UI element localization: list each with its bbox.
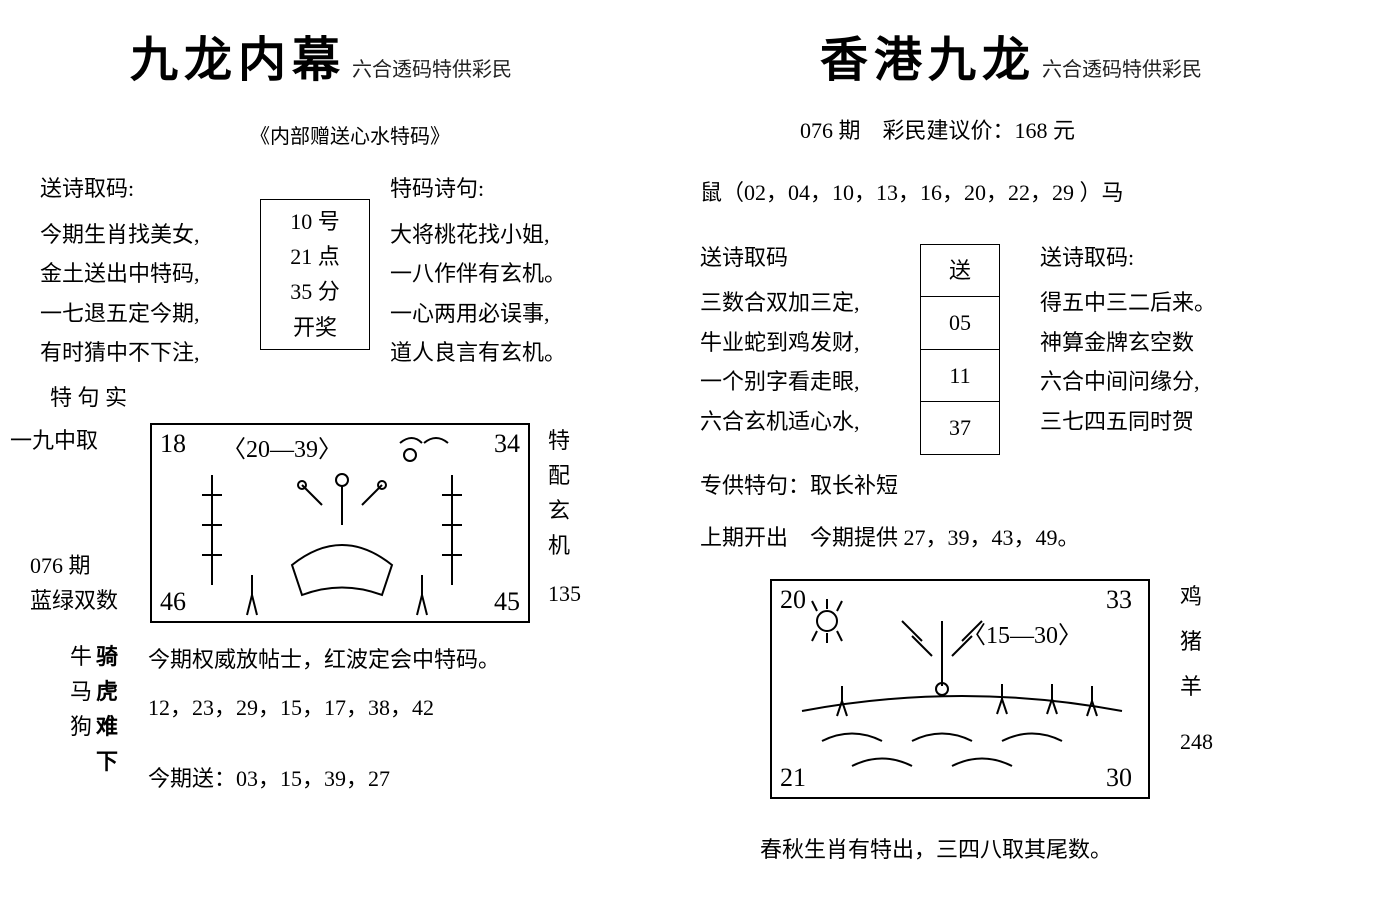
left-panel: 九龙内幕 六合透码特供彩民 《内部赠送心水特码》 送诗取码: 今期生肖找美女, … xyxy=(30,0,670,800)
side-char: 特 xyxy=(548,423,581,458)
left-title-row: 九龙内幕 六合透码特供彩民 xyxy=(130,20,670,90)
poem-line: 一七退五定今期, xyxy=(40,294,260,334)
send-line: 今期送：03，15，39，27 xyxy=(148,758,500,800)
poem-line: 一八作伴有玄机。 xyxy=(390,254,650,294)
poem-line: 今期生肖找美女, xyxy=(40,215,260,255)
r-poem-left: 送诗取码 三数合双加三定, 牛业蛇到鸡发财, 一个别字看走眼, 六合玄机适心水, xyxy=(700,238,920,455)
cell: 11 xyxy=(921,350,999,403)
poem-line: 三七四五同时贺 xyxy=(1040,402,1300,442)
z: 马 xyxy=(70,674,92,709)
zodiac-pair: 牛 马 狗 骑 虎 难 下 xyxy=(70,639,118,780)
tip-numbers: 12，23，29，15，17，38，42 xyxy=(148,687,500,729)
side-text: 蓝绿双数 xyxy=(30,583,150,618)
left-drawing: 18 34 46 45 〈20—39〉 xyxy=(150,423,530,623)
lottery-time-box: 10 号 21 点 35 分 开奖 xyxy=(260,199,370,350)
side-char: 玄 xyxy=(548,493,581,528)
cell: 05 xyxy=(921,297,999,350)
left-bottom-row: 牛 马 狗 骑 虎 难 下 今期权威放帖士，红波定会中特码。 12，23，29，… xyxy=(30,639,670,800)
zodiac-numbers: 鼠（02，04，10，13，16，20，22，29 ）马 xyxy=(700,172,1360,214)
left-poems: 送诗取码: 今期生肖找美女, 金土送出中特码, 一七退五定今期, 有时猜中不下注… xyxy=(40,169,670,373)
left-poem-col: 送诗取码: 今期生肖找美女, 金土送出中特码, 一七退五定今期, 有时猜中不下注… xyxy=(40,169,260,373)
r-poem-left-h: 送诗取码 xyxy=(700,238,920,278)
side-num: 135 xyxy=(548,576,581,611)
period-label: 076 期 xyxy=(30,548,150,583)
poem-line: 牛业蛇到鸡发财, xyxy=(700,323,920,363)
left-drawing-row: 一九中取 076 期 蓝绿双数 18 34 46 45 〈20—39〉 xyxy=(30,423,670,623)
left-center-box-col: 10 号 21 点 35 分 开奖 xyxy=(260,169,370,373)
side-char: 羊 xyxy=(1180,669,1213,704)
right-drawing-row: 20 33 21 30 〈15—30〉 xyxy=(770,579,1360,799)
pair-a: 牛 马 狗 xyxy=(70,639,92,780)
side-num: 248 xyxy=(1180,724,1213,759)
te-ju-shi: 特 句 实 xyxy=(50,377,670,419)
z: 牛 xyxy=(70,639,92,674)
side-char: 猪 xyxy=(1180,624,1213,659)
side-char: 配 xyxy=(548,458,581,493)
right-drawing-sidebar: 鸡 猪 羊 248 xyxy=(1180,579,1213,760)
right-title-sub: 六合透码特供彩民 xyxy=(1042,53,1202,82)
left-tips: 今期权威放帖士，红波定会中特码。 12，23，29，15，17，38，42 今期… xyxy=(148,639,500,800)
left-drawing-sidebar-left: 一九中取 076 期 蓝绿双数 xyxy=(30,423,150,619)
poem-line: 大将桃花找小姐, xyxy=(390,215,650,255)
poem-line: 神算金牌玄空数 xyxy=(1040,323,1300,363)
left-title: 九龙内幕 xyxy=(130,20,346,90)
z: 狗 xyxy=(70,709,92,744)
right-poem-header: 特码诗句: xyxy=(390,169,650,209)
z: 骑 xyxy=(96,639,118,674)
box-line: 35 分 xyxy=(271,274,359,309)
right-poem-col: 特码诗句: 大将桃花找小姐, 一八作伴有玄机。 一心两用必误事, 道人良言有玄机… xyxy=(390,169,650,373)
poem-line: 三数合双加三定, xyxy=(700,283,920,323)
send-table: 送 05 11 37 xyxy=(920,244,1000,455)
poem-line: 道人良言有玄机。 xyxy=(390,333,650,373)
right-drawing: 20 33 21 30 〈15—30〉 xyxy=(770,579,1150,799)
left-drawing-sidebar-right: 特 配 玄 机 135 xyxy=(548,423,581,611)
side-text: 一九中取 xyxy=(10,423,150,458)
right-panel: 香港九龙 六合透码特供彩民 076 期 彩民建议价：168 元 鼠（02，04，… xyxy=(680,0,1360,870)
poem-line: 一个别字看走眼, xyxy=(700,362,920,402)
poem-line: 得五中三二后来。 xyxy=(1040,283,1300,323)
side-char: 机 xyxy=(548,528,581,563)
poem-line: 六合玄机适心水, xyxy=(700,402,920,442)
right-title: 香港九龙 xyxy=(820,20,1036,90)
tip-line: 今期权威放帖士，红波定会中特码。 xyxy=(148,639,500,681)
r-mid-col: 送 05 11 37 xyxy=(920,238,1020,455)
prev-line: 上期开出 今期提供 27，39，43，49。 xyxy=(700,517,1360,559)
sketch-svg xyxy=(152,425,532,625)
cell: 送 xyxy=(921,245,999,298)
r-poem-right-h: 送诗取码: xyxy=(1040,238,1300,278)
sketch-svg xyxy=(772,581,1152,801)
z: 难 xyxy=(96,709,118,744)
poem-line: 一心两用必误事, xyxy=(390,294,650,334)
box-line: 21 点 xyxy=(271,239,359,274)
z: 虎 xyxy=(96,674,118,709)
poem-line: 金土送出中特码, xyxy=(40,254,260,294)
poem-line: 六合中间问缘分, xyxy=(1040,362,1300,402)
r-poem-right: 送诗取码: 得五中三二后来。 神算金牌玄空数 六合中间问缘分, 三七四五同时贺 xyxy=(1040,238,1300,455)
poem-line: 有时猜中不下注, xyxy=(40,333,260,373)
cell: 37 xyxy=(921,402,999,454)
right-period: 076 期 彩民建议价：168 元 xyxy=(800,110,1360,152)
side-char: 鸡 xyxy=(1180,579,1213,614)
left-title-sub: 六合透码特供彩民 xyxy=(352,53,512,82)
special-line: 专供特句：取长补短 xyxy=(700,465,1360,507)
right-poems: 送诗取码 三数合双加三定, 牛业蛇到鸡发财, 一个别字看走眼, 六合玄机适心水,… xyxy=(700,238,1360,455)
right-bottom-line: 春秋生肖有特出，三四八取其尾数。 xyxy=(760,829,1360,871)
box-line: 10 号 xyxy=(271,204,359,239)
z: 下 xyxy=(96,744,118,779)
left-poem-header: 送诗取码: xyxy=(40,169,260,209)
pair-b: 骑 虎 难 下 xyxy=(96,639,118,780)
box-line: 开奖 xyxy=(271,310,359,345)
left-subtitle: 《内部赠送心水特码》 xyxy=(30,120,670,149)
right-title-row: 香港九龙 六合透码特供彩民 xyxy=(820,20,1360,90)
